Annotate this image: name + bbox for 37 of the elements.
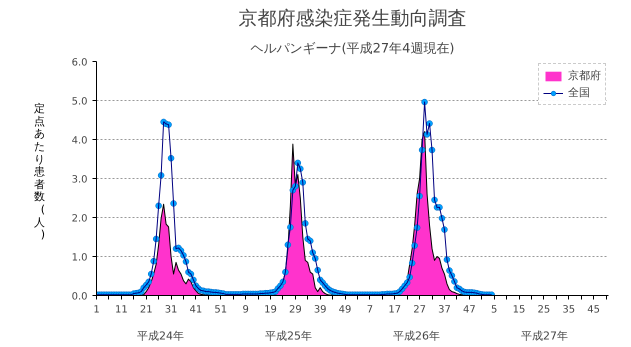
y-tick-label: 5.0: [72, 96, 88, 108]
text: 定点あたり患者数(人): [34, 102, 45, 242]
y-tick-label: 4.0: [72, 136, 88, 146]
y-tick-label: 1.0: [72, 252, 88, 264]
x-tick-label: 1: [93, 304, 100, 316]
text: 平成25年: [265, 330, 312, 342]
legend-label: 全国: [568, 85, 590, 100]
y-tick-label: 0.0: [72, 292, 88, 302]
x-tick-label: 25: [538, 304, 550, 316]
x-tick-label: 27: [413, 304, 426, 316]
x-tick-label: 5: [490, 304, 498, 316]
x-tick-label: 31: [164, 304, 178, 316]
x-tick-label: 7: [366, 304, 374, 316]
x-tick-label: 41: [190, 304, 202, 316]
x-tick-label: 9: [242, 304, 249, 316]
x-tick-label: 51: [214, 304, 228, 316]
x-tick-label: 35: [562, 304, 576, 316]
y-tick-label: 2.0: [72, 214, 88, 224]
y-tick-label: 6.0: [72, 58, 88, 68]
x-tick-label: 17: [388, 304, 402, 316]
legend-label: 京都府: [568, 68, 601, 83]
x-tick-label: 11: [114, 304, 128, 316]
x-tick-label: 19: [264, 304, 277, 316]
x-tick-label: 49: [338, 304, 352, 316]
x-tick-label: 45: [587, 304, 600, 316]
x-tick-label: 21: [140, 304, 153, 316]
chart-subtitle: ヘルパンギーナ(平成27年4週現在): [250, 42, 454, 56]
x-tick-label: 15: [512, 304, 526, 316]
x-tick-label: 29: [288, 304, 302, 316]
x-tick-label: 47: [462, 304, 476, 316]
y-tick-label: 3.0: [72, 174, 88, 186]
x-tick-label: 39: [314, 304, 327, 316]
chart-title: 京都府感染症発生動向調査: [238, 8, 466, 30]
text: 平成26年: [393, 330, 440, 342]
text: 平成24年: [137, 330, 184, 342]
x-tick-label: 37: [438, 304, 451, 316]
text: 平成27年: [521, 330, 568, 342]
